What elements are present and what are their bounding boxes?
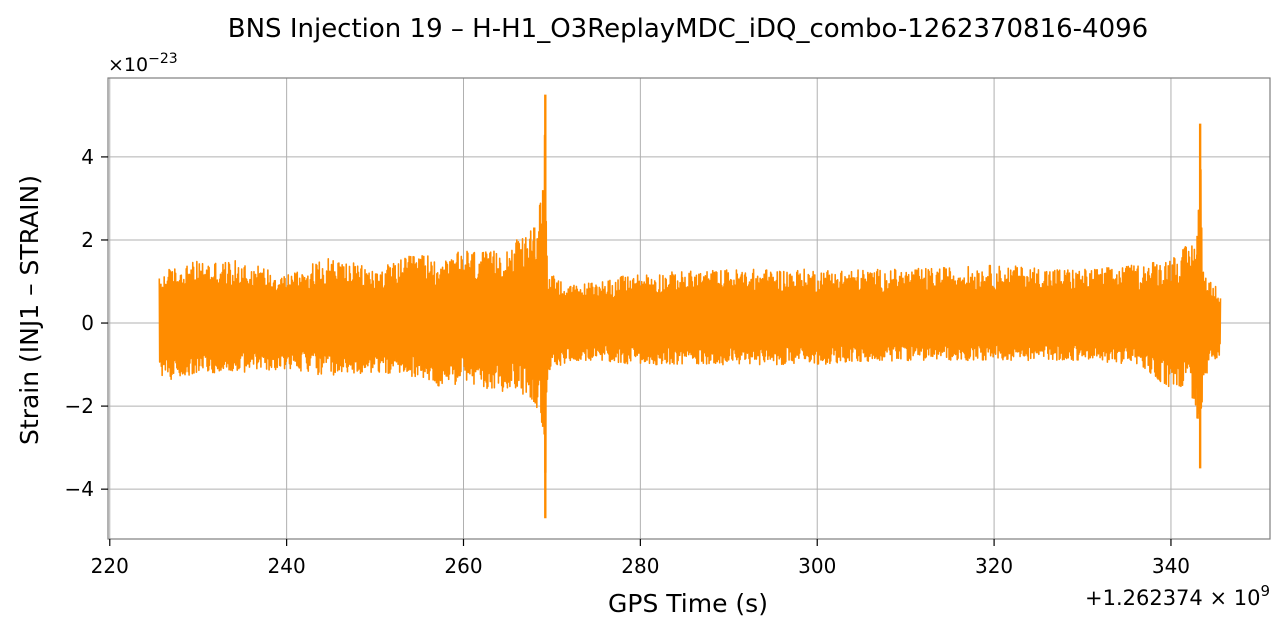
y-tick-label: 4 (81, 145, 94, 169)
chart-title: BNS Injection 19 – H-H1_O3ReplayMDC_iDQ_… (228, 14, 1148, 44)
x-tick-label: 280 (621, 554, 659, 578)
plot-frame (107, 77, 1271, 540)
x-tick-label: 320 (975, 554, 1013, 578)
x-tick-label: 260 (444, 554, 482, 578)
x-tick-label: 300 (798, 554, 836, 578)
strain-series-line (158, 124, 1222, 474)
y-tick-label: 2 (81, 228, 94, 252)
x-offset-label: +1.262374 × 109 (1085, 582, 1270, 610)
y-scale-label: ×10−23 (108, 51, 178, 76)
x-tick-label: 240 (268, 554, 306, 578)
y-tick-label: 0 (81, 311, 94, 335)
y-axis-label: Strain (INJ1 – STRAIN) (15, 175, 44, 445)
y-tick-label: −4 (65, 477, 94, 501)
x-tick-label: 220 (91, 554, 129, 578)
y-tick-label: −2 (65, 394, 94, 418)
series-layer (158, 94, 1222, 519)
tick-layer: 220 240 260 280 300 320 340 −4 −2 0 2 4 (65, 145, 1191, 578)
x-axis-label: GPS Time (s) (608, 589, 768, 618)
x-tick-label: 340 (1152, 554, 1190, 578)
